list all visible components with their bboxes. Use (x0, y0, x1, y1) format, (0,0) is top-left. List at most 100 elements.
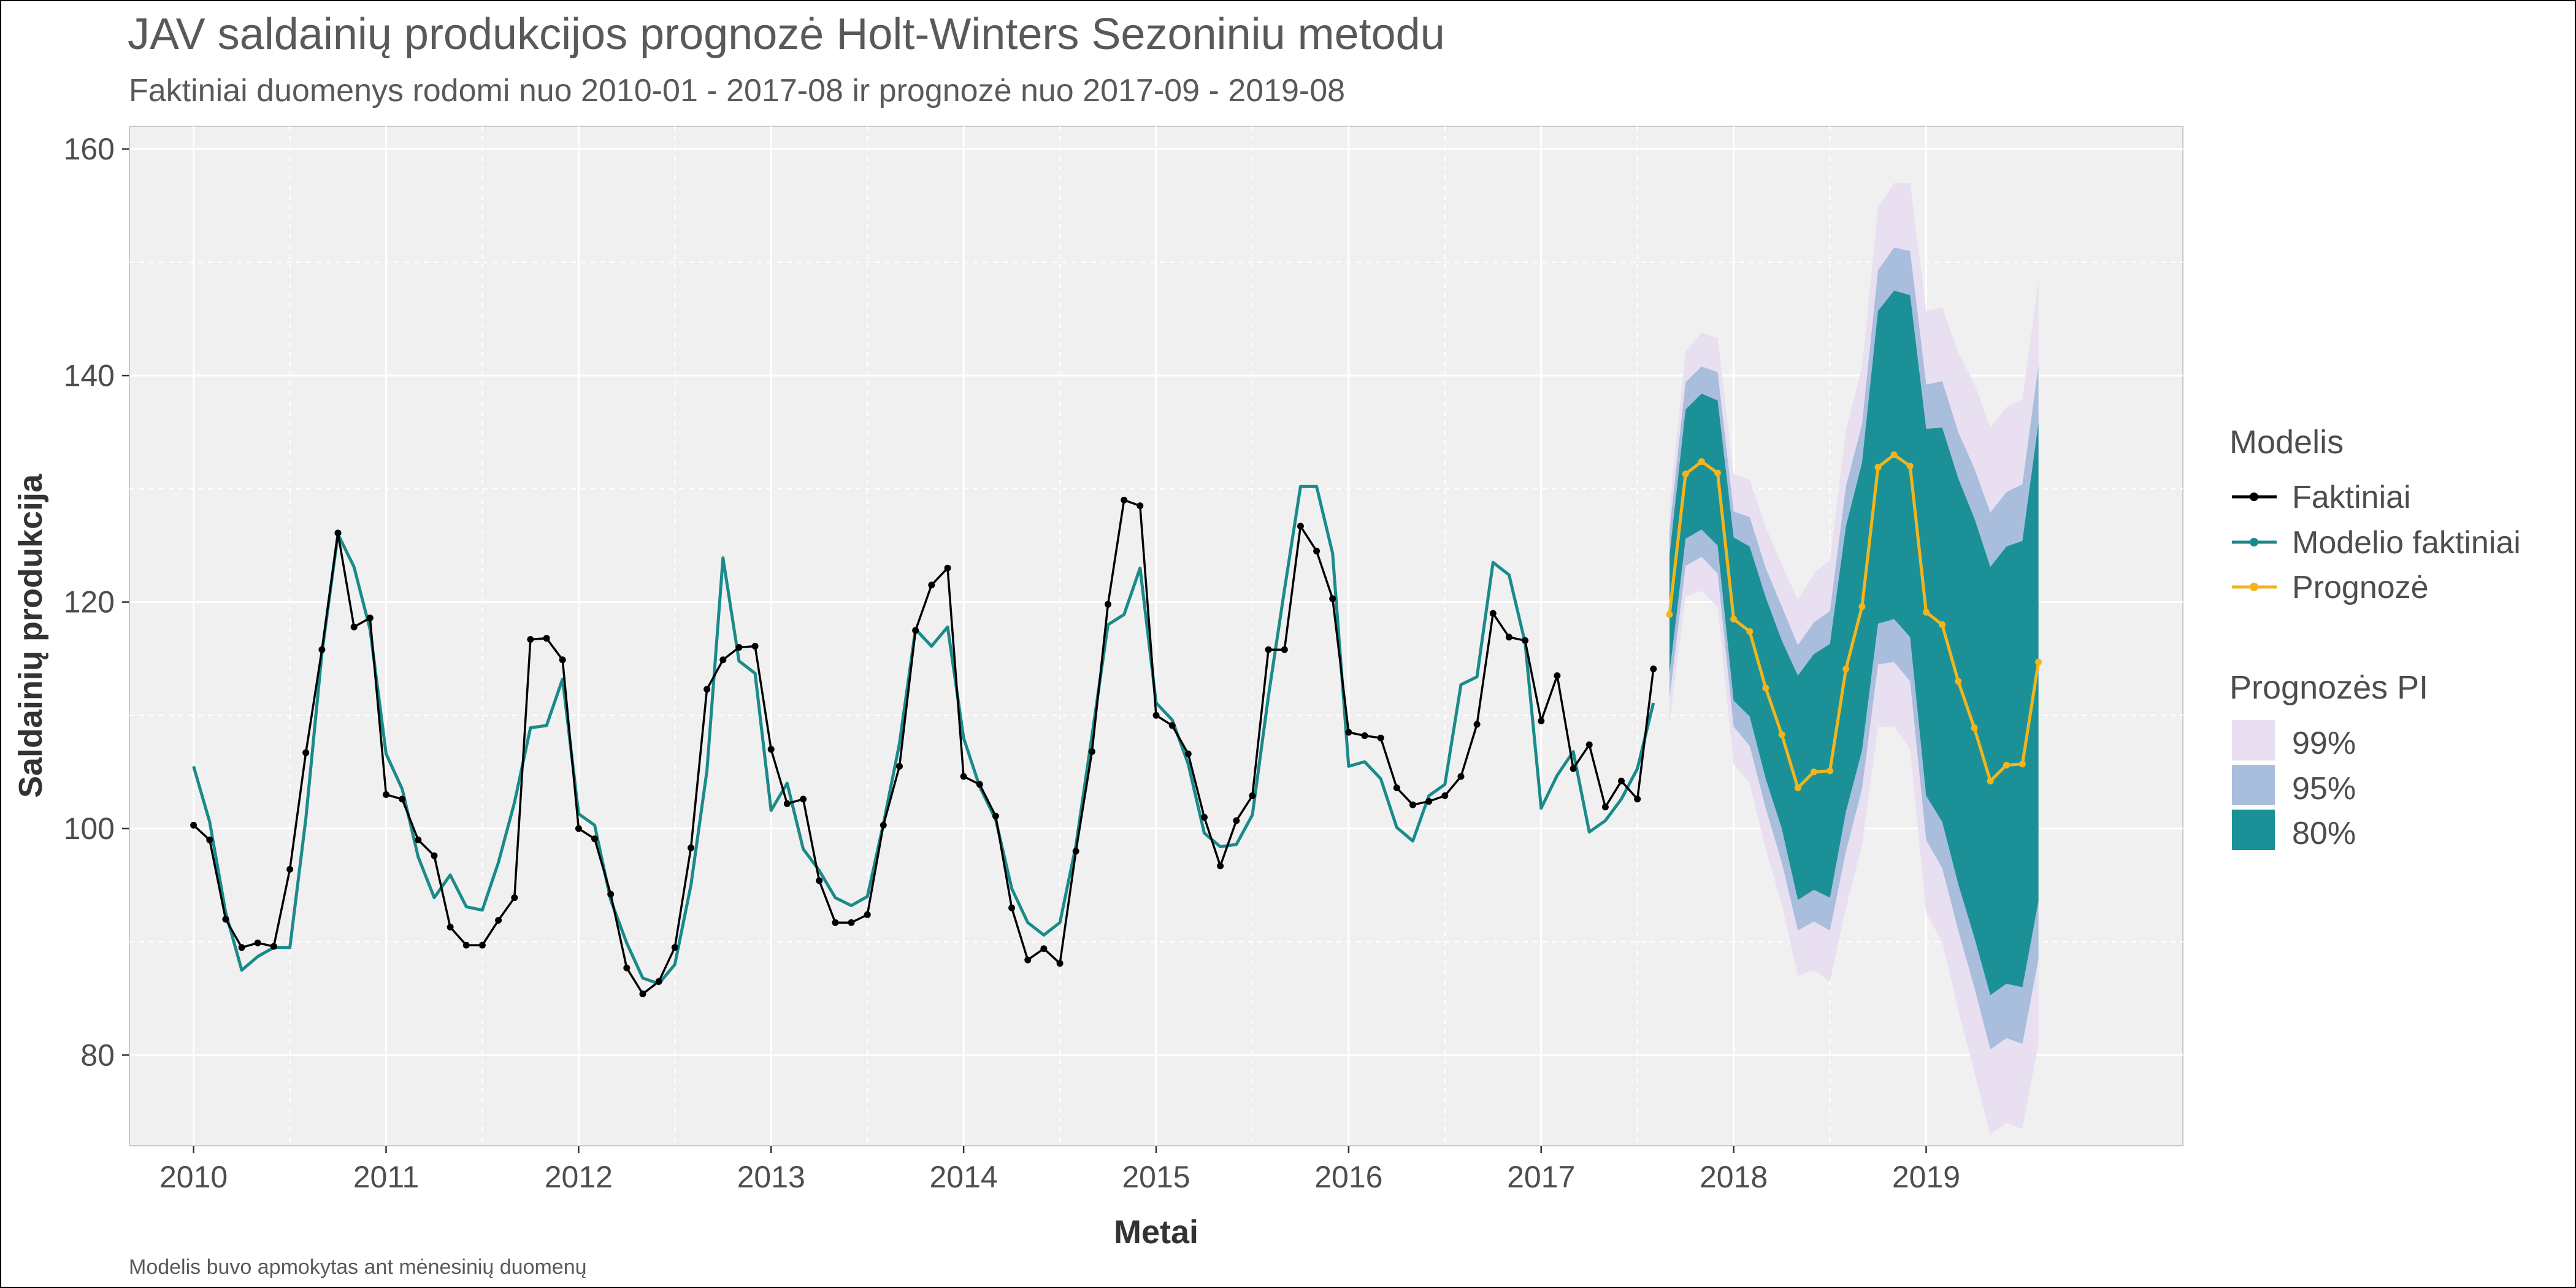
point-actual (816, 877, 823, 884)
point-actual (1361, 732, 1368, 739)
point-actual (495, 917, 502, 924)
point-actual (767, 746, 775, 753)
y-tick-label: 140 (64, 358, 115, 393)
point-actual (1554, 672, 1561, 680)
legend-item-pi95: 95% (2232, 765, 2356, 807)
point-forecast (1890, 451, 1898, 458)
point-actual (270, 943, 277, 950)
point-forecast (1794, 784, 1801, 791)
point-actual (735, 644, 743, 651)
point-forecast (1906, 462, 1914, 470)
point-actual (1538, 718, 1545, 724)
point-actual (655, 978, 662, 985)
point-actual (254, 939, 261, 946)
point-actual (800, 795, 807, 803)
legend-item-pi80: 80% (2232, 810, 2356, 851)
point-actual (1184, 750, 1192, 757)
point-actual (478, 941, 486, 949)
point-forecast (1923, 608, 1930, 616)
legend-swatch-pi80 (2232, 810, 2275, 850)
point-actual (1345, 729, 1352, 736)
point-actual (1152, 711, 1160, 719)
point-actual (1409, 801, 1416, 808)
caption: Modelis buvo apmokytas ant mėnesinių duo… (129, 1255, 587, 1279)
x-tick-label: 2015 (1122, 1160, 1190, 1194)
point-actual (1634, 795, 1641, 803)
point-forecast (1939, 621, 1946, 628)
point-actual (350, 623, 358, 631)
point-actual (1040, 945, 1048, 953)
point-actual (671, 944, 678, 951)
point-actual (511, 894, 518, 902)
point-actual (1313, 548, 1321, 554)
point-actual (559, 656, 566, 664)
point-actual (751, 643, 759, 650)
point-actual (302, 749, 310, 756)
x-tick-label: 2017 (1507, 1160, 1575, 1194)
point-forecast (1842, 665, 1850, 673)
series-lines (192, 453, 2041, 995)
point-actual (1441, 792, 1449, 799)
point-forecast (1778, 731, 1785, 738)
legend-item-forecast: Prognozė (2232, 570, 2429, 605)
point-actual (1072, 848, 1079, 855)
point-actual (1201, 814, 1208, 821)
point-actual (383, 791, 389, 798)
point-actual (1233, 817, 1240, 824)
y-tick-label: 100 (64, 811, 115, 846)
legend-label-forecast: Prognozė (2292, 570, 2429, 605)
point-forecast (2003, 762, 2010, 769)
point-forecast (1827, 767, 1834, 775)
point-forecast (2018, 761, 2026, 768)
legend-swatch-pi99 (2232, 720, 2275, 761)
point-actual (703, 686, 711, 693)
series-line-fitted (192, 485, 1655, 986)
series-points (190, 451, 2042, 997)
point-actual (575, 825, 582, 832)
point-forecast (1858, 603, 1866, 610)
x-tick-label: 2011 (353, 1160, 420, 1194)
legend-pi-title: Prognozės PI (2229, 669, 2428, 706)
point-actual (286, 865, 294, 873)
y-tick-label: 120 (64, 585, 115, 619)
point-actual (1024, 956, 1032, 964)
point-actual (1329, 595, 1336, 602)
point-actual (928, 581, 935, 589)
point-actual (1008, 904, 1016, 911)
legend-item-actual: Faktiniai (2232, 480, 2411, 515)
point-forecast (2035, 659, 2042, 665)
point-actual (1505, 634, 1512, 641)
y-tick-label: 160 (64, 132, 115, 166)
x-tick-label: 2014 (930, 1160, 998, 1194)
point-actual (639, 991, 646, 997)
point-forecast (1955, 678, 1962, 685)
x-tick-label: 2018 (1700, 1160, 1768, 1194)
chart-title: JAV saldainių produkcijos prognozė Holt-… (128, 10, 1445, 59)
point-actual (1522, 637, 1529, 644)
point-actual (1377, 734, 1384, 742)
point-actual (1585, 741, 1593, 748)
point-actual (623, 964, 631, 972)
point-actual (1393, 784, 1400, 791)
point-actual (719, 656, 727, 664)
point-actual (832, 919, 839, 926)
point-forecast (1971, 724, 1978, 732)
point-actual (415, 836, 422, 843)
point-actual (334, 529, 342, 537)
point-actual (992, 813, 999, 820)
x-tick-label: 2016 (1314, 1160, 1382, 1194)
axis-ticks: 80 100 120 140 160 2010 2011 2012 2013 2014 2015 20… (64, 132, 1961, 1194)
point-forecast (1810, 769, 1817, 776)
point-actual (1297, 523, 1304, 530)
series-line-actual (193, 499, 1655, 995)
point-actual (1056, 960, 1064, 967)
point-actual (1137, 502, 1144, 510)
point-forecast (1698, 458, 1705, 466)
point-actual (462, 941, 470, 949)
point-actual (688, 844, 694, 851)
series-line-forecast (1668, 453, 2041, 789)
y-axis-title: Saldainių produkcija (12, 473, 49, 798)
point-forecast (1874, 464, 1882, 471)
point-actual (864, 911, 871, 918)
point-actual (1650, 665, 1657, 673)
